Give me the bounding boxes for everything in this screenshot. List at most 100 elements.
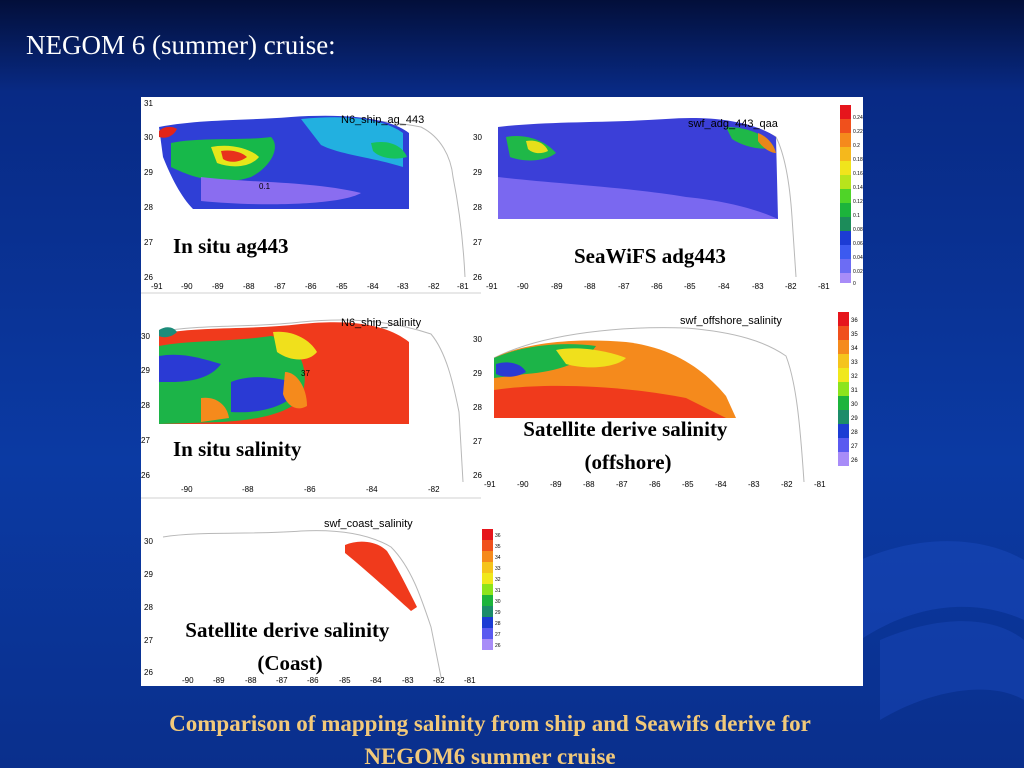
colorbar-swatch bbox=[840, 147, 851, 161]
x-tick-label: -85 bbox=[339, 676, 351, 685]
x-tick-label: -84 bbox=[367, 282, 379, 291]
colorbar-swatch bbox=[838, 438, 849, 452]
colorbar-swatch bbox=[482, 562, 493, 573]
x-tick-label: -88 bbox=[245, 676, 257, 685]
colorbar-tick: 27 bbox=[851, 444, 858, 450]
map-field bbox=[221, 150, 247, 162]
colorbar-tick: 33 bbox=[495, 566, 501, 572]
x-tick-label: -86 bbox=[305, 282, 317, 291]
colorbar-tick: 36 bbox=[495, 533, 501, 539]
y-tick-label: 28 bbox=[144, 603, 153, 612]
panel-label-line2: (offshore) bbox=[584, 450, 671, 474]
y-tick-label: 31 bbox=[144, 99, 153, 108]
panel-swf-adg443: swf_adg_443_qaa SeaWiFS adg443 30 29 28 … bbox=[473, 117, 830, 291]
colorbar-tick: 0.02 bbox=[853, 269, 863, 275]
colorbar-tick: 33 bbox=[851, 360, 858, 366]
x-tick-label: -91 bbox=[151, 282, 163, 291]
x-axis-ticks: -91 -90 -89 -88 -87 -86 -85 -84 -83 -82 … bbox=[151, 282, 469, 291]
map-field bbox=[201, 397, 229, 422]
background-swoosh bbox=[880, 621, 1024, 720]
map-field bbox=[556, 348, 626, 368]
colorbar-salinity-offshore: 36 35 34 33 32 31 30 29 28 27 26 bbox=[838, 312, 858, 466]
panel-swf-offshore-salinity: swf_offshore_salinity Satellite derive s… bbox=[473, 315, 826, 489]
x-tick-label: -87 bbox=[618, 282, 630, 291]
x-tick-label: -86 bbox=[304, 485, 316, 494]
panel-label-line2: (Coast) bbox=[257, 651, 322, 675]
colorbar-swatch bbox=[840, 105, 851, 119]
y-tick-label: 30 bbox=[473, 335, 482, 344]
x-tick-label: -83 bbox=[748, 480, 760, 489]
map-field bbox=[301, 117, 403, 167]
colorbar-tick: 31 bbox=[495, 588, 501, 594]
y-tick-label: 26 bbox=[473, 471, 482, 480]
y-axis-ticks: 30 29 28 27 26 bbox=[141, 332, 150, 480]
colorbar-tick: 30 bbox=[851, 402, 858, 408]
x-axis-ticks: -91 -90 -89 -88 -87 -86 -85 -84 -83 -82 … bbox=[486, 282, 830, 291]
y-tick-label: 28 bbox=[141, 401, 150, 410]
x-tick-label: -88 bbox=[243, 282, 255, 291]
map-field bbox=[231, 377, 301, 413]
x-tick-label: -84 bbox=[370, 676, 382, 685]
colorbar-swatch bbox=[482, 540, 493, 551]
colorbar-adg443: 0.24 0.22 0.2 0.18 0.16 0.14 0.12 0.1 0.… bbox=[840, 105, 863, 287]
x-tick-label: -90 bbox=[181, 485, 193, 494]
x-tick-label: -87 bbox=[616, 480, 628, 489]
colorbar-tick: 0.2 bbox=[853, 143, 860, 149]
y-tick-label: 26 bbox=[141, 471, 150, 480]
colorbar-tick: 35 bbox=[851, 332, 858, 338]
coastline bbox=[493, 327, 805, 483]
colorbar-tick: 0.1 bbox=[853, 213, 860, 219]
y-axis-ticks: 30 29 28 27 26 bbox=[473, 335, 482, 480]
panel-title: swf_adg_443_qaa bbox=[688, 118, 779, 130]
colorbar-swatch bbox=[838, 354, 849, 368]
colorbar-swatch bbox=[840, 161, 851, 175]
x-tick-label: -89 bbox=[551, 282, 563, 291]
map-field bbox=[201, 177, 361, 205]
x-tick-label: -85 bbox=[336, 282, 348, 291]
colorbar-tick: 35 bbox=[495, 544, 501, 550]
colorbar-swatch bbox=[840, 273, 851, 283]
y-axis-ticks: 30 29 28 27 26 bbox=[144, 537, 153, 677]
map-field bbox=[526, 140, 548, 154]
colorbar-swatch bbox=[838, 368, 849, 382]
colorbar-swatch bbox=[838, 424, 849, 438]
colorbar-tick: 0.24 bbox=[853, 115, 863, 121]
colorbar-swatch bbox=[482, 606, 493, 617]
x-tick-label: -86 bbox=[307, 676, 319, 685]
x-tick-label: -89 bbox=[212, 282, 224, 291]
colorbar-swatch bbox=[840, 231, 851, 245]
coastline bbox=[162, 530, 442, 678]
colorbar-swatch bbox=[482, 628, 493, 639]
map-field bbox=[159, 126, 177, 138]
y-axis-ticks: 30 29 28 27 26 bbox=[473, 133, 482, 282]
colorbar-tick: 0.22 bbox=[853, 129, 863, 135]
colorbar-tick: 34 bbox=[495, 555, 501, 561]
map-field bbox=[283, 372, 307, 409]
panel-label: In situ salinity bbox=[173, 437, 302, 461]
map-field bbox=[273, 331, 317, 360]
panel-label-line1: Satellite derive salinity bbox=[185, 618, 390, 642]
x-tick-label: -85 bbox=[682, 480, 694, 489]
map-field bbox=[498, 177, 778, 219]
x-tick-label: -82 bbox=[781, 480, 793, 489]
contour-label: 0.1 bbox=[259, 182, 271, 191]
colorbar-tick: 34 bbox=[851, 346, 858, 352]
x-tick-label: -90 bbox=[182, 676, 194, 685]
slide-title: NEGOM 6 (summer) cruise: bbox=[26, 30, 336, 60]
map-field bbox=[496, 362, 526, 377]
x-tick-label: -83 bbox=[397, 282, 409, 291]
y-tick-label: 29 bbox=[144, 570, 153, 579]
colorbar-swatch bbox=[840, 119, 851, 133]
x-tick-label: -91 bbox=[486, 282, 498, 291]
x-tick-label: -88 bbox=[242, 485, 254, 494]
x-tick-label: -90 bbox=[181, 282, 193, 291]
colorbar-tick: 31 bbox=[851, 388, 858, 394]
y-tick-label: 26 bbox=[473, 273, 482, 282]
y-tick-label: 29 bbox=[141, 366, 150, 375]
map-field bbox=[758, 133, 776, 153]
x-tick-label: -91 bbox=[484, 480, 496, 489]
figure-composite: N6_ship_ag_443 0.1 In situ ag443 31 30 2… bbox=[141, 97, 863, 686]
colorbar-swatch bbox=[482, 617, 493, 628]
coastline bbox=[158, 319, 464, 483]
panel-n6-ship-ag443: N6_ship_ag_443 0.1 In situ ag443 31 30 2… bbox=[141, 99, 481, 294]
